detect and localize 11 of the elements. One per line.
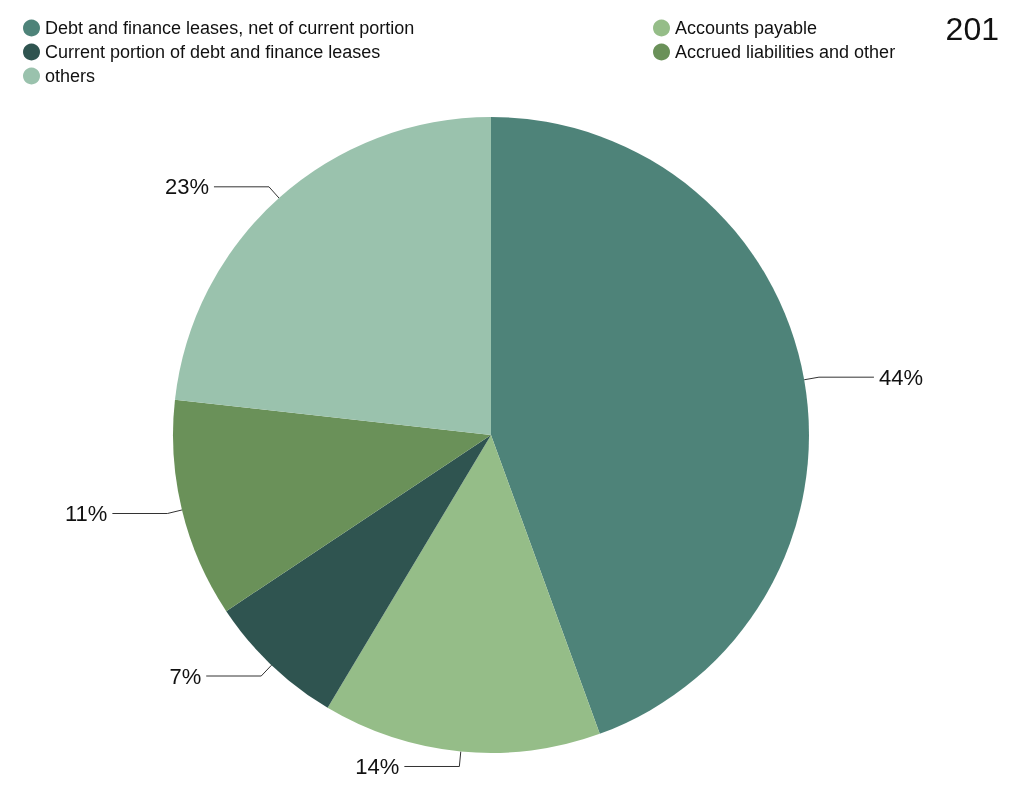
chart-title: 201 (945, 11, 999, 47)
data-label: 7% (169, 663, 202, 689)
data-label: 11% (64, 501, 108, 527)
data-label: 23% (164, 174, 209, 200)
data-label: 14% (355, 753, 400, 779)
legend-label: Current portion of debt and finance leases (45, 42, 381, 62)
legend-label: Accounts payable (675, 18, 818, 38)
legend-label: Debt and finance leases, net of current portion (45, 18, 415, 38)
data-label: 44% (878, 364, 923, 390)
legend-label: others (45, 66, 96, 86)
legend-label: Accrued liabilities and other (675, 42, 896, 62)
